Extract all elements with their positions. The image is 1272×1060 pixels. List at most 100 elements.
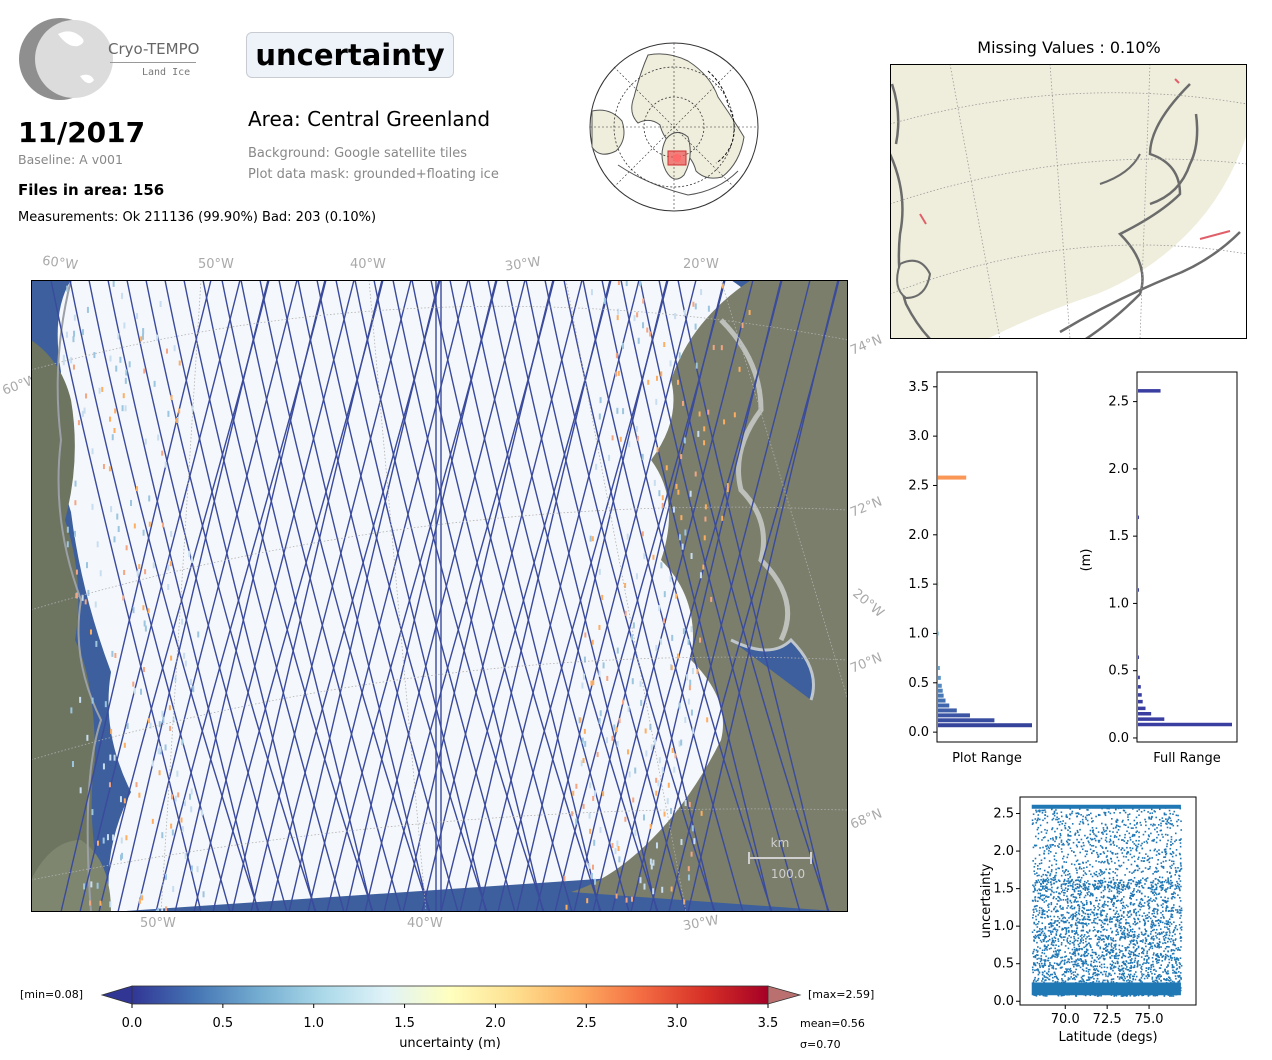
margin-point	[117, 526, 120, 533]
scatter-point	[1170, 938, 1173, 940]
scatter-point	[1165, 971, 1168, 974]
scatter-point	[1118, 924, 1121, 927]
scatter-point	[1066, 897, 1069, 900]
scatter-point	[1060, 829, 1063, 832]
scatter-point	[1040, 859, 1043, 862]
scatter-point	[1104, 811, 1107, 814]
scatter-point	[1114, 862, 1116, 864]
scatter-point	[1049, 846, 1052, 848]
margin-point	[663, 591, 666, 598]
scatter-point	[1073, 890, 1076, 893]
margin-point	[674, 313, 677, 320]
scatter-point	[1164, 941, 1166, 944]
high-uncertainty-point	[644, 728, 647, 734]
scatter-point	[1063, 872, 1066, 874]
scatter-point	[1153, 980, 1155, 983]
high-uncertainty-point	[675, 483, 678, 489]
high-uncertainty-point	[748, 309, 751, 315]
satellite-tracks	[50, 280, 840, 912]
scatter-point	[1167, 818, 1170, 820]
scatter-point	[1046, 848, 1048, 850]
scatter-point	[1050, 893, 1052, 896]
scatter-point	[1122, 912, 1125, 914]
scatter-point	[1133, 966, 1136, 968]
scatter-point	[1162, 935, 1165, 938]
scatter-point	[1098, 919, 1101, 921]
scatter-point	[1064, 945, 1067, 947]
high-uncertainty-point	[148, 521, 151, 527]
margin-point	[608, 454, 611, 461]
scatter-point	[1174, 938, 1177, 940]
scatter-point	[1143, 809, 1146, 812]
scatter-point	[1033, 948, 1036, 951]
scatter-point	[1146, 958, 1148, 961]
scatter-point	[1037, 832, 1040, 835]
scatter-point	[1050, 933, 1053, 936]
scatter-point	[1161, 851, 1163, 854]
scatter-point	[1132, 833, 1134, 836]
scatter-point	[1115, 919, 1118, 921]
scatter-point	[1132, 934, 1135, 936]
scatter-point	[1060, 883, 1063, 886]
scatter-point	[1064, 827, 1067, 829]
scatter-point	[1084, 894, 1087, 897]
scatter-point	[1154, 994, 1157, 997]
scatter-point	[1132, 880, 1134, 882]
scatter-point	[1079, 879, 1082, 881]
margin-point	[581, 737, 584, 744]
scatter-point	[1175, 958, 1178, 960]
scatter-point	[1115, 952, 1118, 955]
scatter-point	[1050, 943, 1053, 946]
scatter-point	[1079, 851, 1081, 854]
scatter-point	[1056, 929, 1059, 931]
scatter-point	[1145, 939, 1147, 942]
high-uncertainty-point	[144, 569, 147, 575]
track-ascending	[145, 280, 317, 912]
high-uncertainty-point	[122, 393, 125, 399]
scatter-point	[1093, 908, 1096, 911]
scatter-point	[1055, 950, 1057, 952]
scatter-point	[1094, 834, 1097, 837]
scatter-point	[1147, 896, 1150, 898]
margin-point	[590, 872, 593, 879]
scatter-point	[1135, 831, 1138, 834]
scatter-point	[1042, 971, 1044, 974]
scatter-point	[1086, 819, 1089, 822]
scatter-point	[1180, 964, 1183, 967]
scatter-point	[1145, 880, 1148, 882]
scatter-point	[1084, 855, 1087, 858]
scatter-point	[1060, 960, 1063, 963]
scatter-point	[1032, 884, 1034, 887]
scatter-point	[1104, 900, 1106, 903]
scatter-point	[1106, 859, 1109, 861]
scatter-point	[1089, 944, 1091, 946]
scatter-point	[1037, 892, 1040, 895]
scatter-point	[1066, 940, 1069, 943]
scatter-point	[1034, 888, 1036, 891]
scatter-point	[1041, 811, 1044, 814]
scatter-point	[1117, 954, 1119, 957]
scatter-point	[1057, 964, 1060, 967]
scatter-point	[1080, 958, 1082, 961]
y-tick-label: 0.5	[1108, 664, 1129, 679]
high-uncertainty-point	[169, 561, 172, 567]
track-ascending	[658, 280, 830, 912]
scatter-point	[1043, 910, 1046, 912]
scatter-point	[1121, 972, 1124, 975]
scatter-point	[1157, 870, 1159, 872]
scatter-point	[1056, 818, 1059, 821]
scatter-point	[1109, 951, 1112, 954]
scatter-point	[1073, 944, 1075, 946]
scatter-point	[1163, 813, 1166, 816]
scatter-point	[1151, 857, 1154, 859]
scatter-point	[1079, 918, 1081, 921]
histogram-ytick-labels: 0.00.51.01.52.02.53.03.5	[908, 380, 929, 740]
scatter-point	[1095, 912, 1098, 915]
scatter-point	[1150, 927, 1153, 929]
scatter-point	[1057, 899, 1059, 902]
scatter-point	[1123, 840, 1126, 842]
scatter-point	[1045, 878, 1047, 881]
scatter-point	[1121, 821, 1124, 823]
high-uncertainty-point	[122, 595, 125, 601]
scatter-point	[1043, 938, 1045, 941]
